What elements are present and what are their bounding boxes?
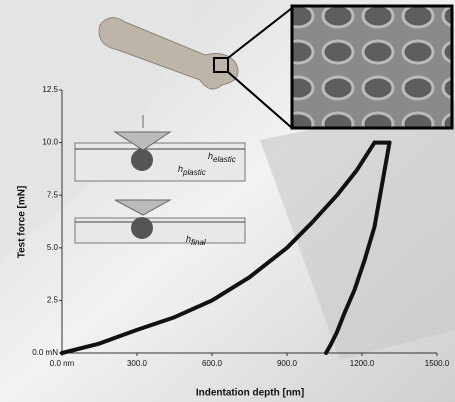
annotation: hfinal	[186, 234, 206, 247]
annotation-subscript: plastic	[182, 168, 206, 177]
x-tick-label: 300.0	[127, 359, 148, 368]
annotation: hplastic	[178, 164, 206, 177]
y-tick-label: 5.0	[47, 243, 59, 252]
annotation-subscript: elastic	[213, 155, 236, 164]
x-tick-label: 900.0	[277, 359, 298, 368]
y-tick-label: 12.5	[42, 85, 58, 94]
annotation-symbol: h	[208, 151, 213, 161]
annotation: helastic	[208, 151, 236, 164]
y-tick-label: 10.0	[42, 138, 58, 147]
y-axis-label: Test force [mN]	[17, 186, 28, 259]
backdrop-shape	[260, 100, 455, 360]
curve	[324, 140, 392, 355]
inset-diagram	[74, 115, 246, 182]
zoom-line	[227, 7, 293, 59]
x-tick-label: 0.0 nm	[50, 359, 75, 368]
x-axis-label: Indentation depth [nm]	[196, 388, 304, 399]
zoom-line	[227, 71, 293, 129]
backdrop-shape	[0, 0, 200, 260]
y-tick-label: 2.5	[47, 296, 59, 305]
zoom-box	[213, 57, 229, 73]
annotation-subscript: final	[191, 238, 206, 247]
y-tick-label: 0.0 mN	[32, 348, 58, 357]
micrograph	[290, 4, 454, 130]
annotation-symbol: h	[186, 234, 191, 244]
x-tick-label: 600.0	[202, 359, 223, 368]
curve	[60, 140, 377, 355]
inset-diagram	[74, 199, 246, 244]
bone-image	[98, 17, 239, 90]
x-tick-label: 1200.0	[350, 359, 375, 368]
x-tick-label: 1500.0	[425, 359, 450, 368]
annotation-symbol: h	[178, 164, 183, 174]
y-tick-label: 7.5	[47, 190, 59, 199]
